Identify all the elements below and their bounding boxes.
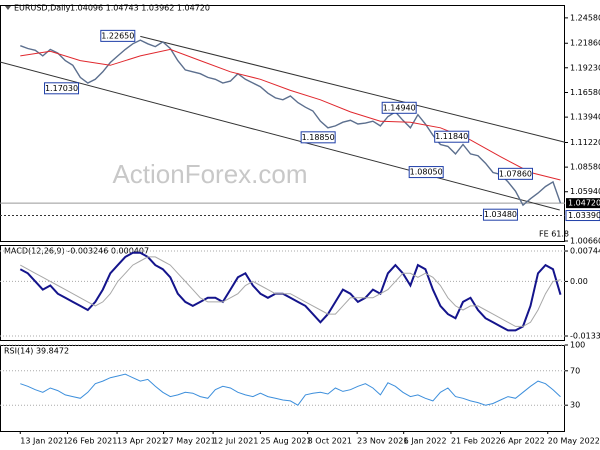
price-annotation-label: 1.11840 (435, 132, 468, 141)
price-annotation-box (482, 208, 518, 221)
x-tick-label: 6 Apr 2022 (500, 437, 544, 446)
y-tick-label: 1.13940 (570, 113, 600, 122)
price-annotation-box (497, 167, 533, 180)
x-tick-label: 13 Jan 2021 (20, 437, 68, 446)
x-tick-label: 25 Aug 2021 (260, 437, 311, 446)
pane-frame (0, 245, 565, 341)
trend-channel-line (0, 61, 560, 211)
x-tick-label: 8 Oct 2021 (308, 437, 352, 446)
y-tick-label: 30 (570, 401, 580, 410)
price-annotation-label: 1.22650 (101, 31, 134, 40)
y-tick-label: 1.16580 (570, 88, 600, 97)
x-tick-label: 23 Nov 2021 (357, 437, 408, 446)
y-tick-label: 1.05940 (570, 187, 600, 196)
series-line (20, 373, 561, 406)
level-label: 1.03390 (568, 211, 600, 220)
price-annotation-box (434, 130, 470, 143)
fib-label: FE 61.8 (539, 230, 569, 239)
series-line (19, 251, 562, 332)
y-tick-label: 100 (570, 341, 585, 350)
price-annotation-box (44, 82, 80, 95)
x-tick-label: 21 Feb 2022 (451, 437, 501, 446)
y-tick-label: 1.19230 (570, 63, 600, 72)
price-annotation-label: 1.17030 (45, 84, 78, 93)
price-annotation-label: 1.18850 (302, 133, 335, 142)
price-annotation-label: 1.03480 (484, 210, 517, 219)
watermark: ActionForex.com (112, 159, 307, 189)
y-tick-label: 1.21860 (570, 39, 600, 48)
current-price-label: 1.04720 (568, 199, 600, 208)
series-line (20, 39, 562, 207)
trend-channel-line (140, 35, 566, 143)
series-line (20, 256, 561, 327)
price-annotation-label: 1.14940 (383, 103, 416, 112)
ohlc-label: 1.04096 1.04743 1.03962 1.04720 (70, 4, 210, 13)
y-tick-label: -0.013359 (570, 331, 600, 340)
pane-title: MACD(12,26,9) -0.003246 0.000407 (4, 247, 149, 256)
y-tick-label: 1.00660 (570, 237, 600, 246)
menu-icon (5, 6, 11, 10)
price-annotation-box (408, 166, 444, 179)
y-tick-label: 70 (570, 366, 580, 375)
price-annotation-box (100, 29, 136, 42)
x-tick-label: 20 May 2022 (548, 437, 600, 446)
y-tick-label: 0.00 (570, 277, 588, 286)
y-tick-label: 1.24580 (570, 13, 600, 22)
y-tick-label: 1.08580 (570, 163, 600, 172)
series-line (20, 48, 561, 181)
level-box (565, 210, 600, 222)
price-annotation-box (300, 131, 336, 144)
pane-title: RSI(14) 39.8472 (4, 347, 69, 356)
price-annotation-label: 1.08050 (410, 168, 443, 177)
y-tick-label: 1.11220 (570, 138, 600, 147)
x-tick-label: 26 Feb 2021 (68, 437, 118, 446)
x-tick-label: 13 Apr 2021 (117, 437, 166, 446)
x-tick-label: 12 Jul 2021 (213, 437, 258, 446)
price-annotation-box (381, 101, 417, 114)
x-tick-label: 6 Jan 2022 (404, 437, 447, 446)
price-annotation-label: 1.07860 (499, 169, 532, 178)
y-tick-label: 0.007446 (570, 247, 600, 256)
pane-frame (0, 5, 565, 242)
symbol-title: EURUSD,Daily (14, 4, 71, 13)
pane-frame (0, 345, 565, 432)
current-price-box (566, 198, 600, 209)
x-tick-label: 27 May 2021 (164, 437, 216, 446)
